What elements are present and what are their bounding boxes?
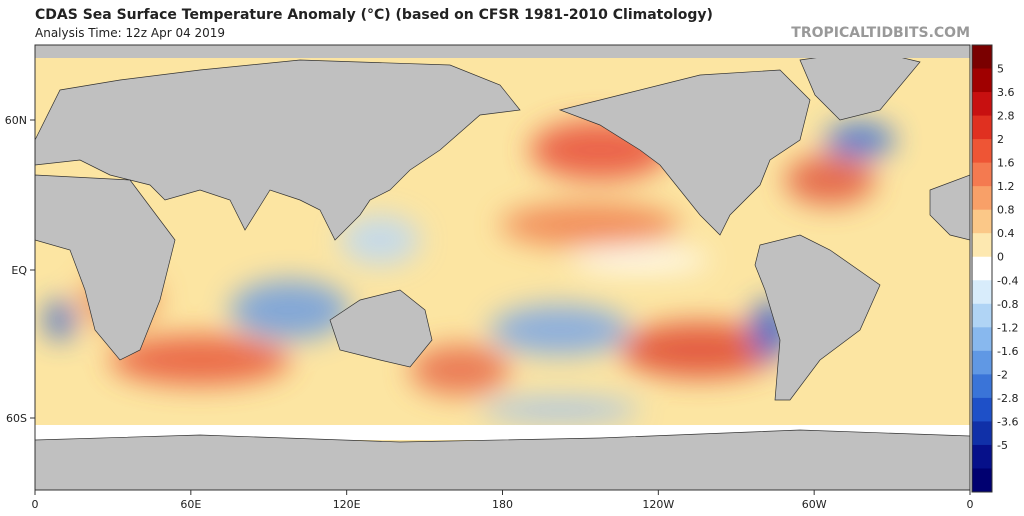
colorbar-step: [972, 92, 992, 117]
colorbar-step: [972, 350, 992, 375]
lon-label: 60E: [180, 498, 201, 511]
colorbar-step: [972, 468, 992, 493]
axes: 60N EQ 60S 0 60E 120E 180 120W 60W 0: [5, 114, 974, 511]
colorbar-step: [972, 374, 992, 399]
colorbar-label: -1.6: [997, 345, 1018, 358]
colorbar-step: [972, 115, 992, 140]
colorbar-step: [972, 444, 992, 469]
colorbar-step: [972, 186, 992, 211]
colorbar-label: -0.8: [997, 298, 1018, 311]
lon-label: 120W: [642, 498, 674, 511]
lon-label: 120E: [333, 498, 361, 511]
subtitle: Analysis Time: 12z Apr 04 2019: [35, 26, 225, 40]
colorbar-step: [972, 303, 992, 328]
antarctica: [35, 429, 970, 490]
lon-label: 0: [32, 498, 39, 511]
colorbar-label: -1.2: [997, 321, 1018, 334]
colorbar-label: 0.8: [997, 204, 1015, 217]
lat-label: EQ: [11, 264, 27, 277]
colorbar-label: 0.4: [997, 227, 1015, 240]
lat-label: 60S: [6, 412, 27, 425]
colorbar-step: [972, 233, 992, 258]
colorbar-label: 0: [997, 251, 1004, 264]
colorbar-step: [972, 45, 992, 70]
lon-label: 0: [967, 498, 974, 511]
colorbar-label: -3.6: [997, 415, 1018, 428]
colorbar-step: [972, 139, 992, 164]
lon-label: 60W: [802, 498, 827, 511]
title: CDAS Sea Surface Temperature Anomaly (°C…: [35, 7, 713, 23]
colorbar-frame: [971, 44, 993, 493]
colorbar-label: 1.6: [997, 157, 1015, 170]
colorbar-label: 3.6: [997, 86, 1015, 99]
colorbar-label: -0.4: [997, 274, 1018, 287]
credit: TROPICALTIDBITS.COM: [791, 25, 970, 41]
colorbar-label: -2.8: [997, 392, 1018, 405]
colorbar-step: [972, 256, 992, 281]
lon-label: 180: [492, 498, 513, 511]
colorbar-step: [972, 397, 992, 422]
colorbar-label: 5: [997, 63, 1004, 76]
colorbar-step: [972, 327, 992, 352]
lat-label: 60N: [5, 114, 27, 127]
land: [35, 45, 970, 401]
colorbar-step: [972, 68, 992, 93]
colorbar-step: [972, 280, 992, 305]
colorbar-step: [972, 162, 992, 187]
colorbar-label: -5: [997, 439, 1008, 452]
colorbar-label: 2.8: [997, 110, 1015, 123]
colorbar-label: 1.2: [997, 180, 1015, 193]
colorbar-label: 2: [997, 133, 1004, 146]
colorbar: 5 3.6 2.8 2 1.6 1.2 0.8 0.4 0 -0.4 -0.8 -1.2 -1.6 -2 -…: [971, 44, 1018, 493]
map: [35, 45, 970, 490]
colorbar-step: [972, 421, 992, 446]
colorbar-step: [972, 209, 992, 234]
colorbar-label: -2: [997, 368, 1008, 381]
